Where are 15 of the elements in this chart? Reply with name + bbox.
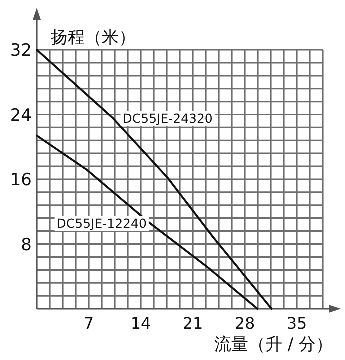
y-tick-label: 8 bbox=[21, 235, 32, 256]
x-tick-label: 35 bbox=[286, 314, 308, 333]
y-tick-label: 32 bbox=[10, 41, 32, 61]
line-series bbox=[36, 134, 259, 310]
series-label: DC55JE-24320 bbox=[122, 110, 213, 126]
y-tick-label: 24 bbox=[10, 106, 32, 126]
x-tick-label: 7 bbox=[84, 314, 94, 333]
y-axis-title: 扬程（米） bbox=[51, 28, 136, 48]
line-series bbox=[36, 49, 273, 310]
x-tick-label: 28 bbox=[234, 314, 256, 333]
x-tick-label: 14 bbox=[130, 314, 152, 333]
x-tick-label: 21 bbox=[182, 314, 204, 333]
series-label: DC55JE-12240 bbox=[56, 216, 147, 232]
x-axis-title: 流量（升 / 分） bbox=[214, 335, 333, 355]
y-tick-label: 16 bbox=[10, 170, 32, 190]
